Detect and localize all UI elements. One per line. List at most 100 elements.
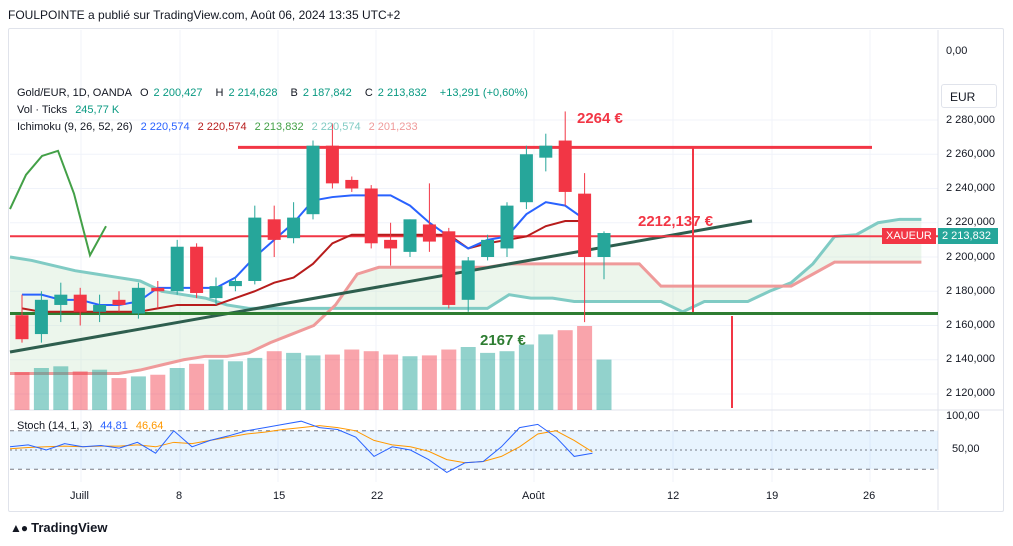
- volume-bar: [383, 354, 399, 410]
- open-label: O: [139, 87, 149, 99]
- candle-body: [54, 294, 68, 305]
- candle-body: [306, 145, 320, 215]
- high-value: H 2 214,628: [216, 87, 283, 99]
- candle-body: [267, 219, 281, 240]
- candle-body: [345, 179, 359, 189]
- candle-body: [364, 188, 378, 244]
- candle-body: [93, 304, 107, 312]
- volume-bar: [305, 355, 321, 410]
- ichimoku-value-span-b: 2 201,233: [368, 121, 418, 133]
- time-label: Juill: [70, 490, 89, 502]
- volume-bar: [538, 334, 554, 410]
- candle-body: [539, 145, 553, 158]
- volume-bar: [14, 372, 30, 410]
- stoch-d-value: 46,64: [135, 420, 164, 432]
- stoch-legend: Stoch (14, 1, 3) 44,81 46,64: [17, 419, 168, 434]
- trend-lines: [9, 145, 938, 408]
- open-value: O 2 200,427: [140, 87, 208, 99]
- low-value: B 2 187,842: [291, 87, 357, 99]
- tradingview-logo[interactable]: ▲● TradingView: [10, 520, 107, 535]
- candle-body: [151, 287, 165, 292]
- chart-frame: [8, 28, 1004, 512]
- price-tick: 2 160,000: [946, 319, 995, 331]
- high-label: H: [215, 87, 224, 99]
- resistance-annotation: 2264 €: [577, 110, 623, 127]
- tradingview-icon: ▲●: [10, 520, 28, 535]
- stoch-k-value: 44,81: [100, 420, 128, 432]
- open-number: 2 200,427: [153, 87, 203, 99]
- price-tick: 2 220,000: [946, 216, 995, 228]
- volume-bar: [72, 371, 88, 410]
- volume-bar: [169, 368, 185, 410]
- rising-trendline: [9, 219, 753, 354]
- volume-bar: [577, 326, 593, 410]
- volume-bar: [518, 344, 534, 410]
- tradingview-brand: TradingView: [31, 520, 108, 535]
- price-axis-top: 0,00: [946, 45, 968, 57]
- currency-selector[interactable]: EUR: [941, 84, 997, 108]
- stoch-band: [10, 430, 938, 470]
- high-number: 2 214,628: [228, 87, 278, 99]
- volume-bar: [266, 351, 282, 410]
- price-tick: 2 240,000: [946, 182, 995, 194]
- volume-bar: [421, 355, 437, 410]
- stoch-k-line: [9, 420, 593, 473]
- time-label: Août: [522, 490, 545, 502]
- volume-bar: [208, 359, 224, 410]
- price-tick: 2 140,000: [946, 353, 995, 365]
- candle-body: [325, 145, 339, 184]
- candle-body: [403, 219, 417, 252]
- ichimoku-label: Ichimoku (9, 26, 52, 26): [17, 121, 133, 133]
- volume-bar: [92, 369, 108, 410]
- candlestick-series: [15, 111, 611, 343]
- volume-bar: [227, 361, 243, 410]
- ichimoku-value-span-a: 2 220,574: [311, 121, 361, 133]
- candle-body: [442, 231, 456, 305]
- volume-bar: [247, 357, 263, 410]
- time-label: 12: [667, 490, 680, 502]
- ichimoku-value-chikou: 2 213,832: [254, 121, 304, 133]
- candle-body: [558, 140, 572, 192]
- candle-body: [228, 280, 242, 287]
- candle-body: [248, 217, 262, 281]
- volume-bar: [189, 363, 205, 410]
- volume-bar: [130, 376, 146, 410]
- close-value: C 2 213,832: [365, 87, 432, 99]
- price-tick: 2 280,000: [946, 114, 995, 126]
- volume-legend: Vol · Ticks 245,77 K: [17, 103, 124, 118]
- candle-body: [112, 299, 126, 305]
- candle-body: [597, 233, 611, 257]
- ichimoku-value-tenkan: 2 220,574: [140, 121, 190, 133]
- volume-bars: [14, 326, 612, 410]
- volume-bar: [596, 359, 612, 410]
- time-label: 26: [863, 490, 876, 502]
- volume-bar: [111, 378, 127, 410]
- symbol-tag: XAUEUR: [882, 228, 936, 244]
- support-annotation: 2167 €: [480, 332, 526, 349]
- volume-bar: [480, 352, 496, 410]
- price-tick: 2 260,000: [946, 148, 995, 160]
- volume-bar: [33, 368, 49, 410]
- stoch-tick: 50,00: [952, 443, 980, 455]
- time-label: 19: [766, 490, 779, 502]
- candle-body: [287, 217, 301, 239]
- candle-body: [209, 286, 223, 299]
- publish-attribution: FOULPOINTE a publié sur TradingView.com,…: [8, 8, 401, 22]
- stoch-tick: 100,00: [946, 410, 980, 422]
- mid-annotation: 2212,137 €: [638, 213, 714, 230]
- stoch-label: Stoch (14, 1, 3): [17, 420, 93, 432]
- candle-body: [519, 154, 533, 203]
- price-tick: 2 180,000: [946, 285, 995, 297]
- volume-bar: [324, 354, 340, 410]
- candle-body: [131, 287, 145, 314]
- stochastic-panel: [9, 420, 938, 473]
- volume-bar: [344, 349, 360, 410]
- candle-body: [15, 315, 29, 340]
- volume-bar: [402, 356, 418, 410]
- main-legend: Gold/EUR, 1D, OANDA O 2 200,427 H 2 214,62…: [17, 86, 533, 101]
- close-number: 2 213,832: [377, 87, 427, 99]
- volume-bar: [53, 366, 69, 410]
- candle-body: [578, 193, 592, 257]
- time-label: 15: [273, 490, 286, 502]
